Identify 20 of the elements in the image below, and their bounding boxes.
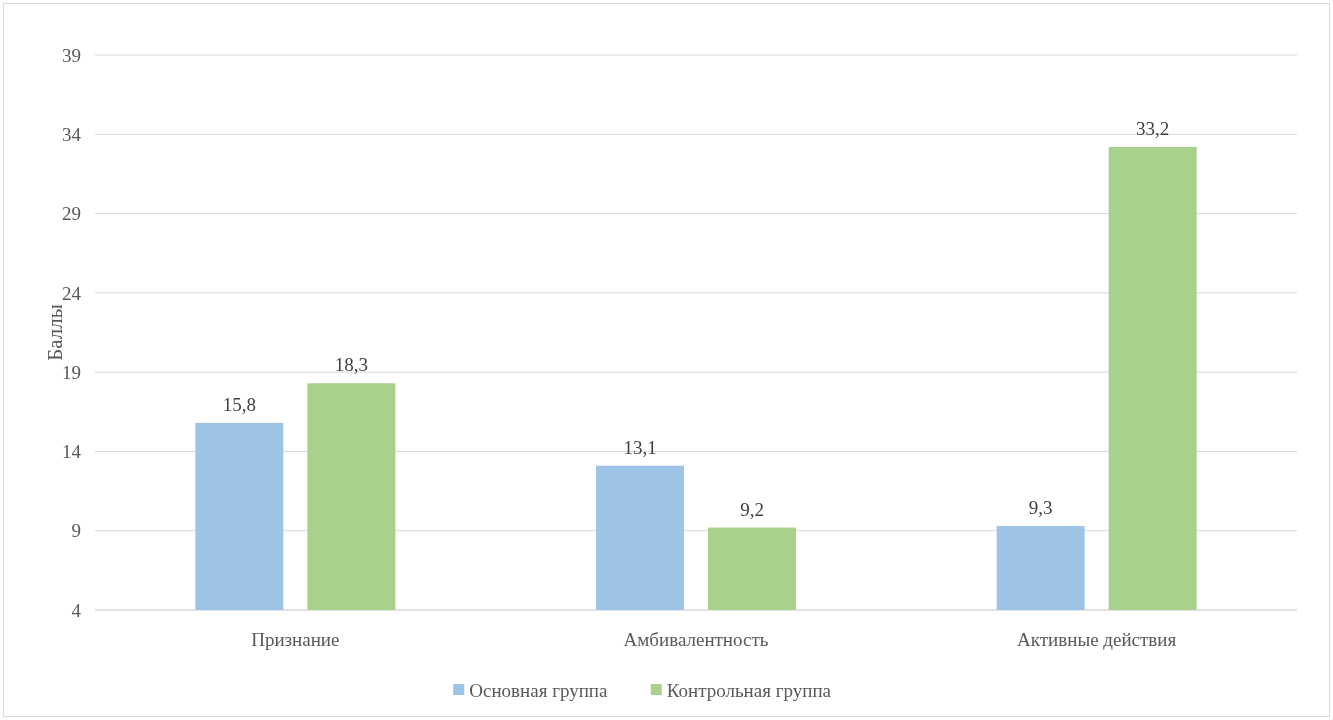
x-tick-label: Активные действия	[1017, 629, 1177, 650]
data-label: 33,2	[1136, 117, 1170, 139]
y-tick-label: 24	[62, 282, 82, 304]
y-tick-label: 14	[62, 441, 82, 463]
data-label: 15,8	[222, 393, 256, 415]
y-tick-label: 34	[62, 123, 82, 145]
data-label: 9,2	[740, 498, 764, 520]
data-label: 18,3	[334, 354, 368, 376]
legend-label: Основная группа	[469, 679, 609, 701]
x-tick-label: Признание	[251, 629, 340, 650]
y-tick-label: 9	[71, 520, 81, 542]
y-tick-label: 39	[62, 44, 81, 66]
y-tick-label: 29	[62, 203, 81, 225]
x-tick-label: Амбивалентность	[623, 629, 769, 650]
data-label: 13,1	[623, 436, 657, 458]
data-label: 9,3	[1028, 496, 1053, 518]
y-axis-title: Баллы	[43, 304, 67, 361]
y-tick-label: 19	[62, 361, 81, 383]
legend-label: Контрольная группа	[666, 679, 832, 701]
y-tick-label: 4	[71, 599, 82, 621]
